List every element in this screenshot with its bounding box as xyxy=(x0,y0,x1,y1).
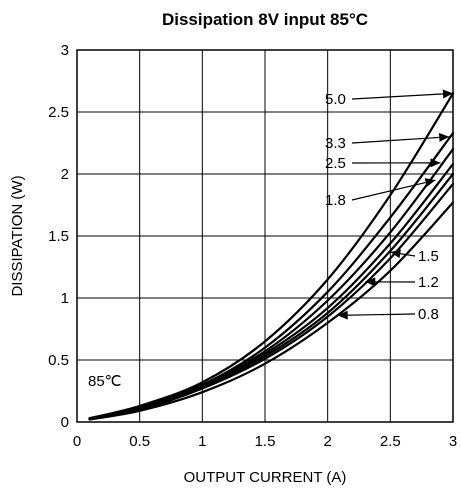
y-tick-label: 1 xyxy=(61,290,69,307)
x-tick-label: 0 xyxy=(73,433,81,450)
arrowhead xyxy=(438,132,450,142)
temperature-annotation: 85℃ xyxy=(88,373,122,390)
series-line-0-8 xyxy=(88,201,455,421)
curve-layer xyxy=(88,92,455,421)
series-label-1-2: 1.2 xyxy=(418,274,439,291)
leader-line xyxy=(351,92,454,100)
y-tick-label: 2.5 xyxy=(48,104,69,121)
arrowhead xyxy=(430,158,441,168)
series-line-2-5 xyxy=(88,148,455,420)
arrowhead xyxy=(424,178,436,187)
series-label-5-0: 5.0 xyxy=(325,91,346,108)
series-label-2-5: 2.5 xyxy=(325,155,346,172)
chart-title: Dissipation 8V input 85°C xyxy=(162,10,368,29)
x-tick-label: 1.5 xyxy=(255,433,276,450)
x-tick-label: 0.5 xyxy=(129,433,150,450)
x-tick-label: 1 xyxy=(198,433,206,450)
y-axis-label: DISSIPATION (W) xyxy=(9,175,26,296)
series-line-5-0 xyxy=(88,92,455,420)
leader-line xyxy=(351,179,436,201)
leader-line xyxy=(337,313,416,316)
series-label-0-8: 0.8 xyxy=(418,306,439,323)
y-tick-label: 1.5 xyxy=(48,228,69,245)
tick-label-layer: 0 0.5 1 1.5 2 2.5 3 0 0.5 1 1.5 2 2.5 3 xyxy=(48,42,457,450)
series-label-layer: 5.0 3.3 2.5 1.8 1.5 1.2 0.8 xyxy=(325,89,454,323)
series-label-1-5: 1.5 xyxy=(418,248,439,265)
arrowhead xyxy=(390,249,401,259)
series-line-3-3 xyxy=(88,132,455,420)
y-tick-label: 2 xyxy=(61,166,69,183)
series-line-1-8 xyxy=(88,163,455,420)
y-tick-label: 0 xyxy=(61,414,69,431)
leader-line xyxy=(351,136,450,144)
y-tick-label: 0.5 xyxy=(48,352,69,369)
series-line-1-2 xyxy=(88,182,455,420)
y-tick-label: 3 xyxy=(61,42,69,59)
plot-frame xyxy=(76,49,454,423)
arrowhead xyxy=(365,277,376,287)
arrowhead xyxy=(442,89,453,99)
series-label-3-3: 3.3 xyxy=(325,135,346,152)
x-tick-label: 2 xyxy=(323,433,331,450)
arrowhead xyxy=(337,310,348,320)
x-tick-label: 2.5 xyxy=(380,433,401,450)
series-label-1-8: 1.8 xyxy=(325,192,346,209)
x-axis-label: OUTPUT CURRENT (A) xyxy=(184,469,347,486)
series-line-1-5 xyxy=(88,172,455,420)
x-tick-label: 3 xyxy=(449,433,457,450)
